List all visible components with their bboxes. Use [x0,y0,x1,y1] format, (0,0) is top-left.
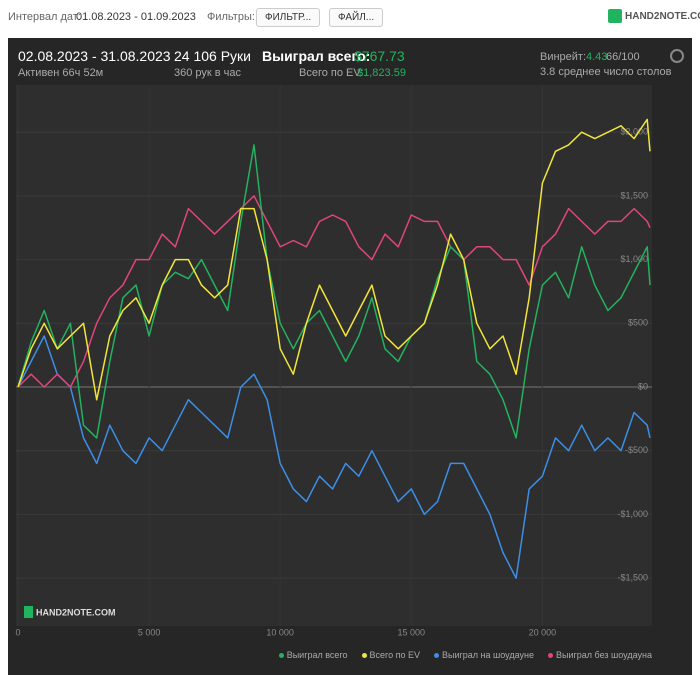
y-tick-label: $0 [638,381,648,391]
x-tick-label: 15 000 [397,627,425,637]
hands: 24 106 Руки [174,48,251,64]
series-line [17,195,651,388]
won-label: Выиграл всего: [262,48,371,64]
winrate-value: 4.43 [586,51,608,63]
ev-value: $1,823.59 [357,67,406,79]
date-range[interactable]: 01.08.2023 - 01.09.2023 [76,11,196,23]
x-tick-label: 10 000 [266,627,294,637]
legend-swatch [361,653,367,659]
legend-label: Выиграл на шоудауне [442,650,534,660]
legend-item[interactable]: Всего по EV [361,650,421,660]
legend-item[interactable]: Выиграл всего [278,650,348,660]
filters-label: Фильтры: [207,11,255,23]
won-value: $767.73 [354,48,405,64]
watermark-icon [24,606,33,618]
legend-item[interactable]: Выиграл без шоудауна [548,650,652,660]
filter-button[interactable]: ФИЛЬТР... [256,8,321,27]
series-line [17,335,651,579]
tables: 3.8 среднее число столов [540,66,672,78]
period: 02.08.2023 - 31.08.2023 [18,48,171,64]
y-tick-label: -$1,500 [617,572,648,582]
x-tick-label: 5 000 [138,627,161,637]
legend-item[interactable]: Выиграл на шоудауне [434,650,534,660]
legend: Выиграл всего Всего по EV Выиграл на шоуда… [278,650,652,660]
y-tick-label: $2,000 [620,127,648,137]
legend-label: Выиграл всего [286,650,348,660]
y-tick-label: -$500 [625,445,648,455]
file-button[interactable]: ФАЙЛ... [329,8,384,27]
winrate-label: Винрейт: [540,51,587,63]
settings-icon[interactable] [670,49,684,63]
active-time: Активен 66ч 52м [18,67,104,79]
y-tick-label: $1,500 [620,190,648,200]
winrate-unit: 66/100 [606,51,640,63]
logo-icon [608,9,622,23]
x-tick-label: 20 000 [529,627,557,637]
logo: HAND2NOTE.COM [625,11,700,22]
legend-swatch [278,653,284,659]
legend-label: Выиграл без шоудауна [556,650,652,660]
hands-per-hour: 360 рук в час [174,67,242,79]
series-line [17,144,651,439]
y-tick-label: $500 [628,318,648,328]
y-tick-label: $1,000 [620,254,648,264]
legend-swatch [434,653,440,659]
y-tick-label: -$1,000 [617,509,648,519]
x-tick-label: 0 [15,627,20,637]
legend-label: Всего по EV [369,650,421,660]
ev-label: Всего по EV: [299,67,364,79]
legend-swatch [548,653,553,659]
series-line [17,118,651,401]
watermark: HAND2NOTE.COM [36,607,116,617]
date-label: Интервал дат: [8,11,81,23]
